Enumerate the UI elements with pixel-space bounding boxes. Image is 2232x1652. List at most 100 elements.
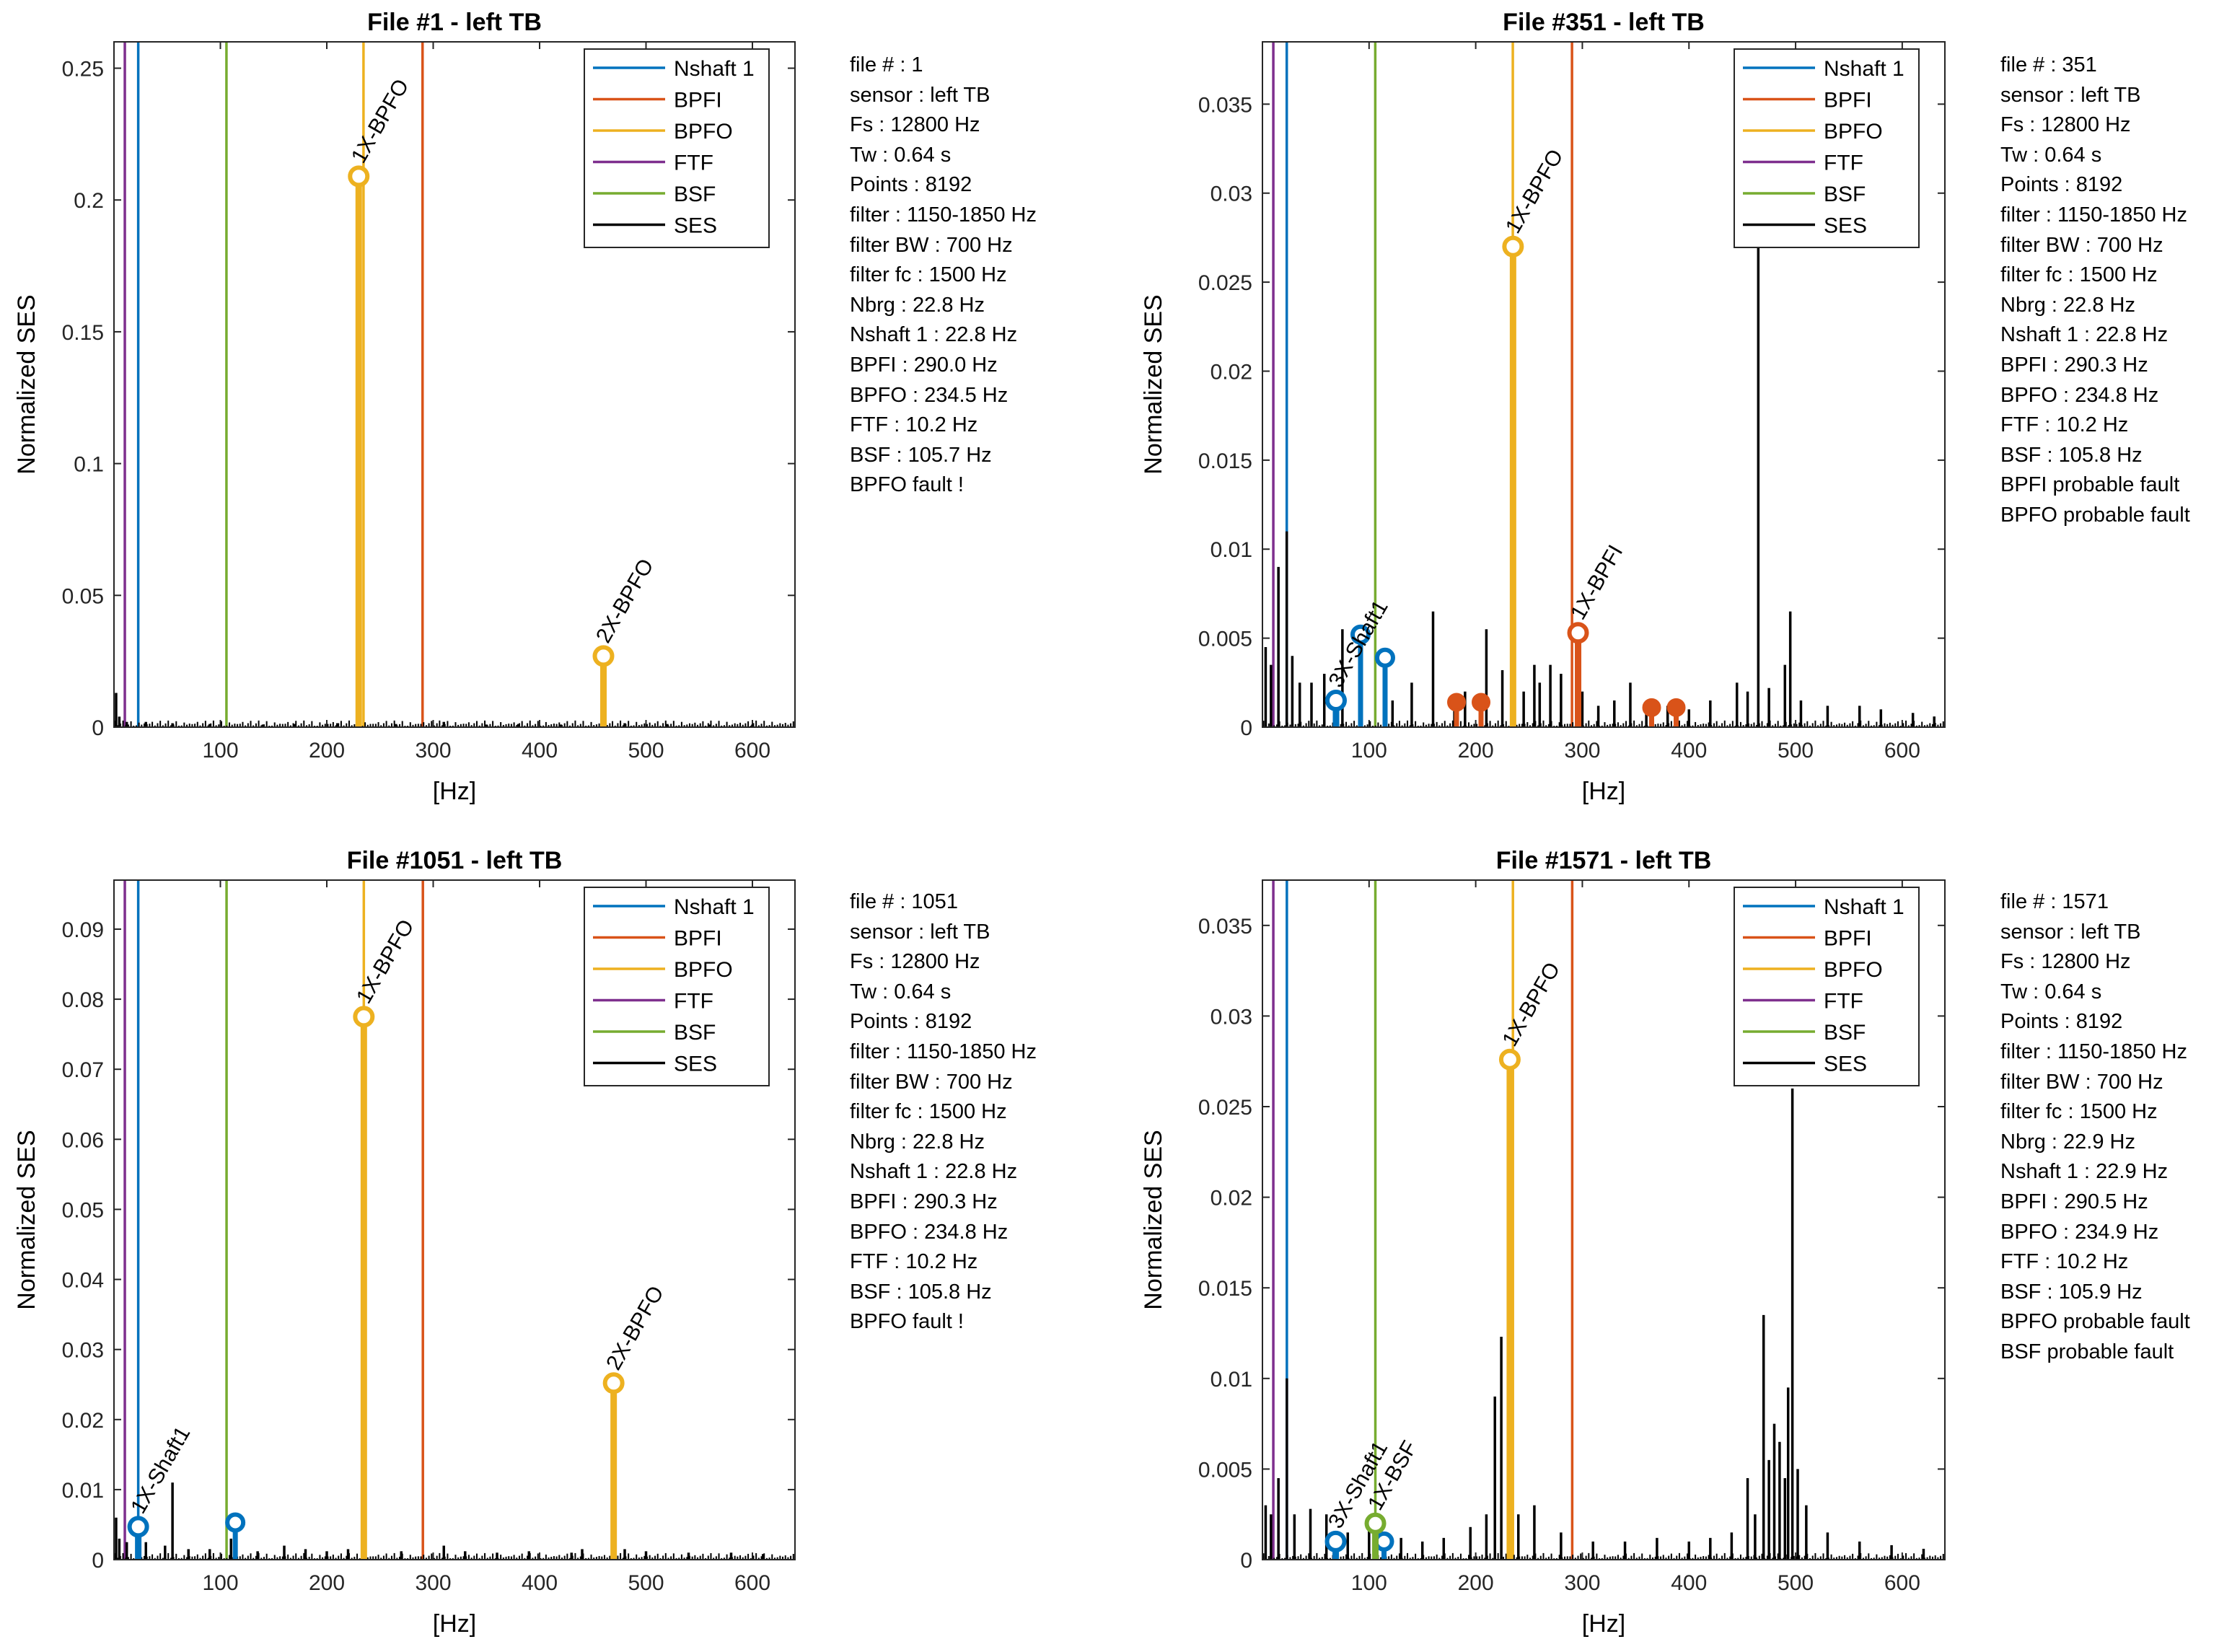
sideband-marker (1642, 698, 1661, 717)
info-line: filter fc : 1500 Hz (2000, 263, 2158, 287)
info-line: filter : 1150-1850 Hz (2000, 1040, 2187, 1063)
info-line: BPFO probable fault (2000, 503, 2190, 527)
harmonic-marker (1374, 647, 1395, 668)
info-line: filter fc : 1500 Hz (850, 1100, 1007, 1124)
info-line: filter BW : 700 Hz (2000, 233, 2163, 257)
peak-marker (1324, 1530, 1347, 1552)
legend-entry: SES (1824, 214, 1867, 238)
legend-entry: BSF (674, 1021, 716, 1045)
y-tick-label: 0.02 (1211, 360, 1252, 384)
y-tick-label: 0.005 (1198, 1458, 1252, 1482)
info-line: file # : 351 (2000, 53, 2097, 76)
x-axis-label: [Hz] (433, 778, 476, 805)
x-tick-label: 100 (1351, 1571, 1387, 1595)
chart-panel-3: File #1051 - left TB Normalized SES [Hz] 10… (13, 847, 796, 1638)
y-tick-label: 0.03 (1211, 1005, 1252, 1029)
y-tick-label: 0.05 (62, 584, 104, 608)
info-line: Points : 8192 (2000, 173, 2123, 197)
x-tick-label: 400 (522, 739, 558, 763)
legend-entry: FTF (674, 151, 713, 175)
info-line: BPFI : 290.3 Hz (2000, 353, 2148, 377)
info-line: BPFO : 234.5 Hz (850, 383, 1009, 407)
info-line: Fs : 12800 Hz (850, 113, 980, 137)
axes-box (1262, 41, 1946, 728)
harmonic-marker (225, 1512, 246, 1533)
info-line: Tw : 0.64 s (2000, 143, 2102, 167)
info-line: BPFI : 290.5 Hz (2000, 1190, 2148, 1213)
axes-box (113, 879, 796, 1560)
info-line: Tw : 0.64 s (850, 143, 952, 167)
chart-panel-2: File #351 - left TB Normalized SES [Hz] 100… (1140, 9, 1946, 805)
legend (1734, 48, 1920, 248)
info-line: FTF : 10.2 Hz (850, 413, 978, 437)
chart-panel-1: File #1 - left TB Normalized SES [Hz] 100 20… (13, 9, 796, 805)
info-line: BSF : 105.8 Hz (2000, 443, 2143, 467)
x-tick-label: 200 (309, 1571, 345, 1595)
info-line: Nbrg : 22.8 Hz (850, 293, 985, 317)
chart-title: File #1051 - left TB (347, 847, 563, 874)
info-line: Points : 8192 (2000, 1010, 2123, 1034)
info-line: filter BW : 700 Hz (850, 1070, 1013, 1094)
info-line: file # : 1571 (2000, 890, 2109, 913)
x-tick-label: 400 (1671, 1571, 1707, 1595)
sideband-marker (1447, 693, 1467, 712)
info-line: FTF : 10.2 Hz (850, 1250, 978, 1274)
info-line: sensor : left TB (2000, 83, 2141, 107)
info-line: BPFO : 234.9 Hz (2000, 1220, 2159, 1244)
x-axis-label: [Hz] (433, 1610, 476, 1638)
y-tick-label: 0.2 (74, 189, 104, 213)
x-tick-label: 400 (1671, 739, 1707, 763)
x-tick-label: 300 (415, 739, 451, 763)
legend-entry: BPFO (1824, 958, 1883, 982)
y-tick-label: 0.03 (1211, 183, 1252, 206)
info-line: BPFI : 290.3 Hz (850, 1190, 998, 1213)
info-line: Tw : 0.64 s (2000, 980, 2102, 1003)
legend-entry: Nshaft 1 (674, 895, 755, 919)
peak-marker (602, 1372, 625, 1394)
peak-marker (1567, 622, 1589, 644)
peak-marker (1502, 235, 1524, 258)
x-tick-label: 300 (1564, 1571, 1600, 1595)
info-panel: file # : 1571 sensor : left TB Fs : 12800 … (2000, 887, 2190, 1368)
peak-marker (1324, 689, 1347, 711)
legend-entry: BPFI (1824, 89, 1872, 113)
info-line: BPFO : 234.8 Hz (2000, 383, 2159, 407)
info-line: filter BW : 700 Hz (2000, 1070, 2163, 1094)
legend-entry: Nshaft 1 (674, 57, 755, 81)
info-line: Points : 8192 (850, 173, 972, 197)
legend-entry: FTF (1824, 990, 1863, 1014)
x-tick-label: 200 (1458, 739, 1494, 763)
y-tick-label: 0.015 (1198, 449, 1252, 473)
info-line: file # : 1 (850, 53, 923, 76)
y-tick-label: 0.05 (62, 1198, 104, 1222)
info-line: sensor : left TB (850, 920, 990, 944)
x-tick-label: 200 (309, 739, 345, 763)
info-line: filter : 1150-1850 Hz (2000, 203, 2187, 227)
info-line: BPFI probable fault (2000, 473, 2180, 497)
info-line: BPFI : 290.0 Hz (850, 353, 998, 377)
y-tick-label: 0.025 (1198, 271, 1252, 295)
x-tick-label: 200 (1458, 1571, 1494, 1595)
info-line: BSF : 105.8 Hz (850, 1280, 992, 1304)
x-tick-label: 500 (628, 1571, 664, 1595)
info-line: BPFO probable fault (2000, 1310, 2190, 1334)
y-tick-label: 0.035 (1198, 93, 1252, 117)
legend-entry: Nshaft 1 (1824, 57, 1904, 81)
info-line: BSF probable fault (2000, 1340, 2174, 1363)
y-axis-label: Normalized SES (1140, 294, 1167, 474)
legend-entry: BPFI (1824, 927, 1872, 951)
y-tick-label: 0.15 (62, 321, 104, 345)
info-line: Fs : 12800 Hz (2000, 950, 2131, 974)
legend-entry: BPFI (674, 927, 722, 951)
axes-box (1262, 879, 1946, 1560)
info-line: Nbrg : 22.8 Hz (2000, 293, 2135, 317)
legend-entry: SES (674, 214, 717, 238)
info-line: filter fc : 1500 Hz (850, 263, 1007, 287)
peak-marker (353, 1006, 375, 1028)
info-line: FTF : 10.2 Hz (2000, 1250, 2129, 1274)
legend-entry: SES (674, 1053, 717, 1076)
sideband-marker (1472, 693, 1491, 712)
x-tick-label: 100 (202, 1571, 238, 1595)
chart-title: File #1571 - left TB (1496, 847, 1712, 874)
x-tick-label: 500 (1778, 1571, 1814, 1595)
